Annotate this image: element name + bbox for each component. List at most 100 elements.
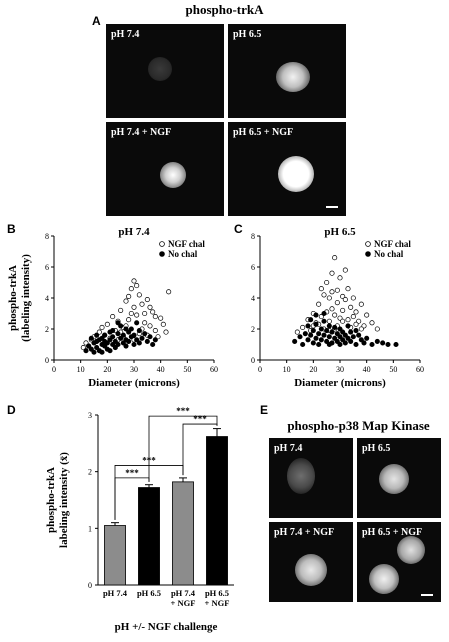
chart-c-point-ngf-chal (353, 309, 359, 315)
panel-e-image-3: pH 7.4 + NGF (269, 522, 353, 602)
chart-b-point-no-chal (131, 332, 137, 338)
panel-a-image-2-label: pH 6.5 (233, 29, 262, 40)
chart-b-point-no-chal (115, 331, 121, 337)
chart-c-point-ngf-chal (374, 326, 380, 332)
chart-c-point-no-chal (385, 341, 391, 348)
chart-b-x-tick-label: 20 (103, 365, 111, 374)
chart-c-point-no-chal (326, 341, 332, 348)
chart-b-point-no-chal (136, 340, 142, 346)
chart-c-x-tick-label: 20 (309, 365, 317, 374)
chart-d-bar (206, 436, 228, 586)
chart-d-y-label-line: labeling intensity (x̄) (58, 452, 70, 548)
panel-a-image-1: pH 7.4 (106, 24, 224, 118)
chart-d-y-tick-label: 0 (88, 581, 92, 590)
panel-a-image-4-label: pH 6.5 + NGF (233, 127, 294, 138)
chart-d-significance-label: *** (193, 414, 207, 424)
chart-c-point-no-chal (310, 328, 316, 334)
chart-c-point-no-chal (305, 337, 311, 343)
chart-b-point-ngf-chal (126, 317, 132, 323)
chart-c-point-no-chal (348, 329, 354, 335)
chart-b-legend-marker (159, 241, 165, 247)
chart-b-point-ngf-chal (160, 321, 166, 327)
chart-c-y-tick-label: 2 (251, 325, 255, 334)
chart-c-point-no-chal (332, 324, 338, 331)
chart-b-y-label-line: (labeling intensity) (20, 254, 32, 342)
scatter-chart-ph-7-4: pH 7.4 0 10 20 30 40 50 60 0 2 4 6 8 Diameter (micron… (7, 226, 218, 389)
chart-c-point-no-chal (393, 341, 399, 348)
chart-b-legend-marker (159, 251, 165, 257)
chart-c-point-ngf-chal (326, 318, 332, 324)
chart-b-point-no-chal (88, 335, 94, 341)
panel-a-letter: A (92, 14, 101, 28)
chart-d-category-label: pH 7.4 (171, 588, 196, 598)
chart-d-bar (104, 525, 126, 586)
chart-c-point-ngf-chal (358, 326, 364, 332)
chart-d-bar (138, 487, 160, 586)
chart-b-point-no-chal (152, 337, 158, 343)
chart-d-significance-bracket (148, 415, 218, 482)
panel-c-letter: C (234, 222, 243, 236)
panel-d-letter: D (7, 403, 16, 417)
chart-c-point-no-chal (356, 332, 362, 338)
chart-c-point-ngf-chal (329, 270, 335, 276)
chart-b-x-tick-label: 30 (130, 365, 138, 374)
chart-c-point-ngf-chal (340, 318, 346, 324)
chart-b-x-tick-label: 60 (210, 365, 218, 374)
chart-b-point-ngf-chal (110, 314, 116, 320)
chart-b-point-no-chal (115, 341, 121, 348)
panel-e-image-1-cell (287, 458, 315, 494)
panel-e-image-4-cell-lower (369, 564, 399, 594)
panel-e-image-2: pH 6.5 (357, 438, 441, 518)
chart-d-significance-label: *** (176, 406, 190, 416)
panel-e-title: phospho-p38 Map Kinase (287, 418, 430, 433)
chart-d-bar (172, 481, 194, 586)
chart-c-point-no-chal (380, 340, 386, 346)
chart-c-point-ngf-chal (326, 295, 332, 301)
chart-b-point-no-chal (131, 341, 137, 348)
chart-c-point-no-chal (300, 341, 306, 348)
chart-b-point-ngf-chal (131, 278, 137, 284)
chart-c-point-no-chal (374, 338, 380, 344)
panel-a-image-4-scale-bar (326, 206, 338, 208)
chart-c-x-tick-label: 0 (258, 365, 262, 374)
chart-c-legend-label: NGF chal (374, 239, 411, 249)
chart-c-point-no-chal (364, 335, 370, 341)
chart-b-point-no-chal (134, 320, 140, 326)
chart-d-category-label: pH 7.4 (103, 588, 128, 598)
chart-c-point-ngf-chal (318, 286, 324, 292)
chart-b-point-no-chal (99, 349, 105, 355)
chart-c-point-no-chal (329, 329, 335, 335)
chart-d-category-label: + NGF (205, 598, 230, 608)
chart-c-x-tick-label: 10 (283, 365, 291, 374)
chart-c-point-no-chal (297, 334, 303, 340)
chart-c-point-ngf-chal (300, 324, 306, 331)
chart-c-point-ngf-chal (332, 255, 338, 261)
chart-b-point-no-chal (91, 349, 97, 355)
chart-c-point-no-chal (313, 321, 319, 327)
chart-c-x-tick-label: 40 (363, 365, 371, 374)
chart-b-x-label: Diameter (microns) (88, 377, 180, 389)
chart-d-y-tick-label: 3 (88, 411, 92, 420)
chart-d-category-label: pH 6.5 (205, 588, 229, 598)
chart-b-point-no-chal (144, 338, 150, 344)
chart-b-point-no-chal (102, 332, 108, 338)
panel-a-image-3: pH 7.4 + NGF (106, 122, 224, 216)
panel-a-micrograph-grid: pH 7.4 pH 6.5 pH 7.4 + NGF pH 6.5 + NGF (106, 24, 346, 216)
chart-b-point-no-chal (128, 326, 134, 332)
chart-c-legend-label: No chal (374, 249, 404, 259)
chart-b-x-tick-label: 0 (52, 365, 56, 374)
chart-b-point-ngf-chal (147, 323, 153, 329)
chart-b-point-ngf-chal (131, 304, 137, 310)
chart-c-point-no-chal (345, 323, 351, 329)
chart-b-point-no-chal (147, 334, 153, 340)
chart-b-point-no-chal (139, 335, 145, 341)
chart-d-significance-label: *** (125, 468, 139, 478)
chart-b-point-no-chal (102, 338, 108, 344)
chart-c-point-ngf-chal (369, 320, 375, 326)
chart-b-legend-label: No chal (168, 249, 198, 259)
chart-b-point-ngf-chal (152, 314, 158, 320)
chart-b-legend-label: NGF chal (168, 239, 205, 249)
panel-e-image-1-label: pH 7.4 (274, 443, 303, 454)
panel-e-micrograph-grid: pH 7.4 pH 6.5 pH 7.4 + NGF pH 6.5 + NGF (269, 438, 441, 602)
chart-c-title: pH 6.5 (324, 226, 356, 238)
